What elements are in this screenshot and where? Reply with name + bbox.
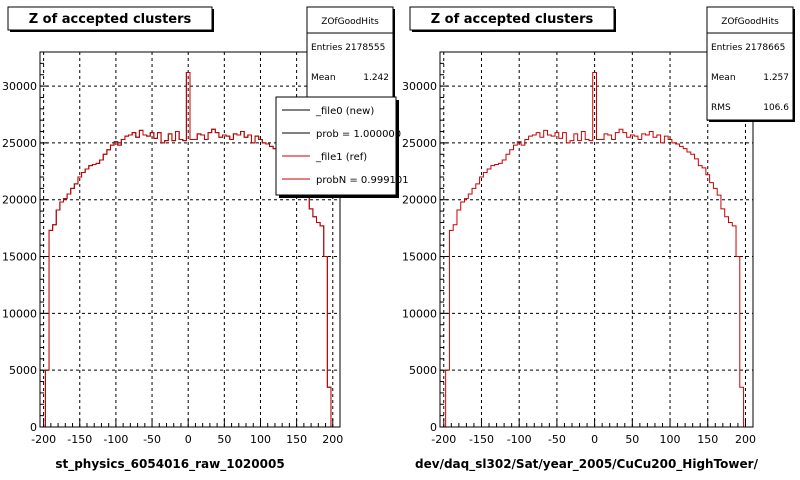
x-tick-label: 0 xyxy=(591,433,598,446)
stats-value: 1.257 xyxy=(763,73,789,83)
stats-value: 1.242 xyxy=(363,73,389,83)
x-tick-label: 150 xyxy=(697,433,718,446)
x-tick-label: -50 xyxy=(548,433,566,446)
stats-value: 106.6 xyxy=(763,103,789,113)
y-tick-label: 30000 xyxy=(402,80,437,93)
x-axis-label: st_physics_6054016_raw_1020005 xyxy=(55,457,284,472)
grid xyxy=(440,52,753,427)
x-tick-label: -100 xyxy=(103,433,128,446)
x-tick-label: -100 xyxy=(507,433,532,446)
stats-entries: Entries 2178555 xyxy=(311,43,385,53)
y-tick-label: 15000 xyxy=(2,251,37,264)
y-tick-label: 10000 xyxy=(402,307,437,320)
y-tick-label: 25000 xyxy=(402,137,437,150)
x-tick-label: 150 xyxy=(286,433,307,446)
title-box xyxy=(7,6,213,31)
legend-label: _file1 (ref) xyxy=(315,152,367,163)
y-tick-label: 0 xyxy=(30,421,37,434)
stats-label: RMS xyxy=(711,103,731,113)
y-tick-label: 15000 xyxy=(402,251,437,264)
series-line-1 xyxy=(441,71,748,428)
panel-1: -200 -150 -100 -50 0 50 100 150 200 0 5000 10000 150… xyxy=(2,6,409,472)
x-tick-label: -150 xyxy=(469,433,494,446)
x-tick-label: 50 xyxy=(217,433,231,446)
chart-title: Z of accepted clusters xyxy=(431,12,594,27)
y-tick-label: 20000 xyxy=(402,194,437,207)
plot-frame xyxy=(39,51,341,428)
panel-2: -200 -150 -100 -50 0 50 100 150 200 0 5000 10000 150… xyxy=(402,6,795,472)
x-tick-label: -150 xyxy=(67,433,92,446)
x-tick-label: 0 xyxy=(185,433,192,446)
chart-title: Z of accepted clusters xyxy=(29,12,192,27)
stats-name: ZOfGoodHits xyxy=(321,17,379,27)
y-tick-label: 10000 xyxy=(2,307,37,320)
x-tick-label: -200 xyxy=(31,433,56,446)
y-tick-label: 5000 xyxy=(409,364,437,377)
x-tick-label: 100 xyxy=(250,433,271,446)
y-tick-label: 20000 xyxy=(2,194,37,207)
y-tick-label: 0 xyxy=(430,421,437,434)
legend-label: probN = 0.999101 xyxy=(316,175,409,186)
title-box xyxy=(409,6,615,31)
x-tick-label: 100 xyxy=(660,433,681,446)
stats-name: ZOfGoodHits xyxy=(721,17,779,27)
legend-label: prob = 1.000000 xyxy=(316,129,401,140)
stats-label: Mean xyxy=(711,73,736,83)
y-tick-label: 25000 xyxy=(2,137,37,150)
x-axis-label: dev/daq_sl302/Sat/year_2005/CuCu200_High… xyxy=(415,457,759,472)
x-tick-label: 200 xyxy=(735,433,756,446)
x-tick-label: 50 xyxy=(625,433,639,446)
y-tick-label: 5000 xyxy=(9,364,37,377)
x-tick-label: -50 xyxy=(143,433,161,446)
stats-box xyxy=(706,6,794,121)
x-tick-label: 200 xyxy=(322,433,343,446)
stats-label: Mean xyxy=(311,73,336,83)
legend-label: _file0 (new) xyxy=(315,106,374,117)
plot-frame xyxy=(439,51,754,428)
stats-entries: Entries 2178665 xyxy=(711,43,785,53)
x-tick-label: -200 xyxy=(431,433,456,446)
y-tick-label: 30000 xyxy=(2,80,37,93)
